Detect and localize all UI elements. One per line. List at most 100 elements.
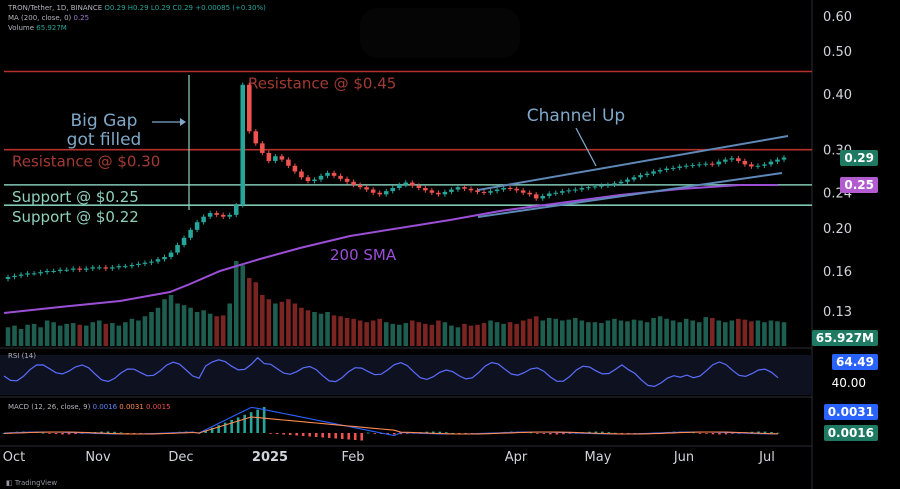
candle-body (279, 156, 285, 160)
macd-hist-bar (438, 431, 442, 433)
macd-hist-bar (67, 433, 71, 435)
macd-hist-bar (301, 433, 305, 436)
volume-bar (781, 322, 787, 346)
candle-body (201, 216, 206, 223)
volume-bar (123, 322, 128, 346)
volume-bar (5, 327, 11, 346)
volume-bar (749, 321, 754, 346)
price-tick-label: 0.16 (823, 265, 852, 280)
volume-bar (592, 322, 598, 346)
volume-bar (260, 295, 265, 346)
volume-bar (579, 320, 585, 346)
macd-hist-bar (431, 431, 435, 433)
macd-hist-bar (399, 433, 403, 435)
candle-body (709, 163, 715, 165)
rsi-band (0, 355, 812, 395)
candle-body (670, 167, 676, 169)
macd-hist-bar (444, 432, 448, 434)
volume-bar (436, 320, 441, 346)
volume-bar (357, 320, 363, 346)
sma-badge: 0.25 (840, 177, 878, 193)
candle-body (325, 172, 330, 176)
candle-body (723, 159, 728, 162)
volume-bar (449, 325, 454, 346)
last-price-badge: 0.29 (840, 150, 878, 166)
candle-body (644, 173, 650, 176)
price-tick-label: 0.50 (823, 45, 852, 60)
candle-body (423, 187, 428, 191)
volume-bar (423, 323, 428, 346)
macd-hist-bar (366, 432, 370, 434)
volume-bar (83, 325, 89, 346)
volume-bar (136, 320, 141, 346)
volume-bar (292, 303, 298, 346)
candle-body (631, 177, 637, 180)
candle-body (573, 189, 578, 191)
macd-hist-bar (288, 433, 292, 435)
candle-body (383, 191, 389, 195)
macd-hist-bar (386, 433, 390, 435)
macd-hist-bar (334, 433, 338, 439)
volume-bar (220, 315, 226, 346)
volume-bar (253, 282, 259, 346)
candle-body (683, 165, 689, 167)
macd-signal-badge: 0.0031 (823, 404, 878, 420)
volume-bar (97, 320, 102, 346)
candle-body (455, 187, 461, 190)
candle-body (312, 179, 317, 182)
macd-hist-bar (711, 433, 715, 435)
candle-body (129, 265, 135, 267)
volume-bar (312, 312, 317, 346)
volume-bar (142, 316, 148, 346)
candle-body (77, 268, 83, 270)
volume-bar (103, 323, 109, 346)
candle-body (233, 205, 239, 215)
candle-body (51, 270, 56, 272)
macd-hist-bar (353, 433, 357, 440)
ohlc-values: O0.29 H0.29 L0.29 C0.29 +0.00085 (+0.30%… (104, 4, 266, 12)
macd-hist-bar (451, 432, 455, 434)
macd-hist-bar (542, 433, 546, 434)
volume-bar (155, 307, 161, 346)
macd-hist-bar (61, 433, 64, 435)
volume-bar (273, 303, 278, 346)
candle-body (449, 189, 454, 192)
macd-hist-bar (607, 432, 611, 433)
volume-bar (599, 323, 604, 346)
candle-body (514, 188, 519, 191)
macd-hist-bar (529, 432, 533, 434)
volume-bar (18, 329, 24, 346)
candle-body (97, 267, 102, 269)
candle-body (762, 164, 767, 166)
macd-hist-value: 0.0015 (146, 403, 171, 411)
macd-hist-bar (770, 432, 773, 433)
macd-hist-bar (698, 433, 702, 434)
volume-bar (709, 317, 715, 346)
candle-body (103, 267, 109, 269)
macd-hist-bar (269, 433, 272, 434)
volume-bar (383, 322, 389, 346)
candle-body (696, 164, 702, 166)
candle-body (83, 268, 89, 270)
volume-bar (514, 323, 519, 346)
volume-bar (644, 322, 650, 346)
macd-hist-bar (594, 431, 598, 433)
volume-bar (116, 325, 122, 346)
volume-bar (677, 322, 682, 346)
brand-label: TradingView (14, 479, 58, 487)
volume-bar (775, 321, 780, 346)
volume-bar (696, 322, 702, 346)
volume-bar (566, 319, 572, 346)
macd-hist-bar (347, 433, 351, 440)
symbol-line: TRON/Tether, 1D, BINANCE (8, 4, 103, 12)
volume-bar (475, 324, 480, 346)
volume-legend: Volume 65.927M (8, 24, 67, 33)
annotation-big-gap: Big Gap (71, 111, 138, 131)
volume-bar (149, 312, 154, 346)
macd-hist-bar (568, 433, 572, 434)
volume-bar (533, 316, 539, 346)
volume-bar (57, 325, 63, 346)
macd-hist-bar (405, 433, 409, 434)
candle-body (194, 222, 200, 230)
